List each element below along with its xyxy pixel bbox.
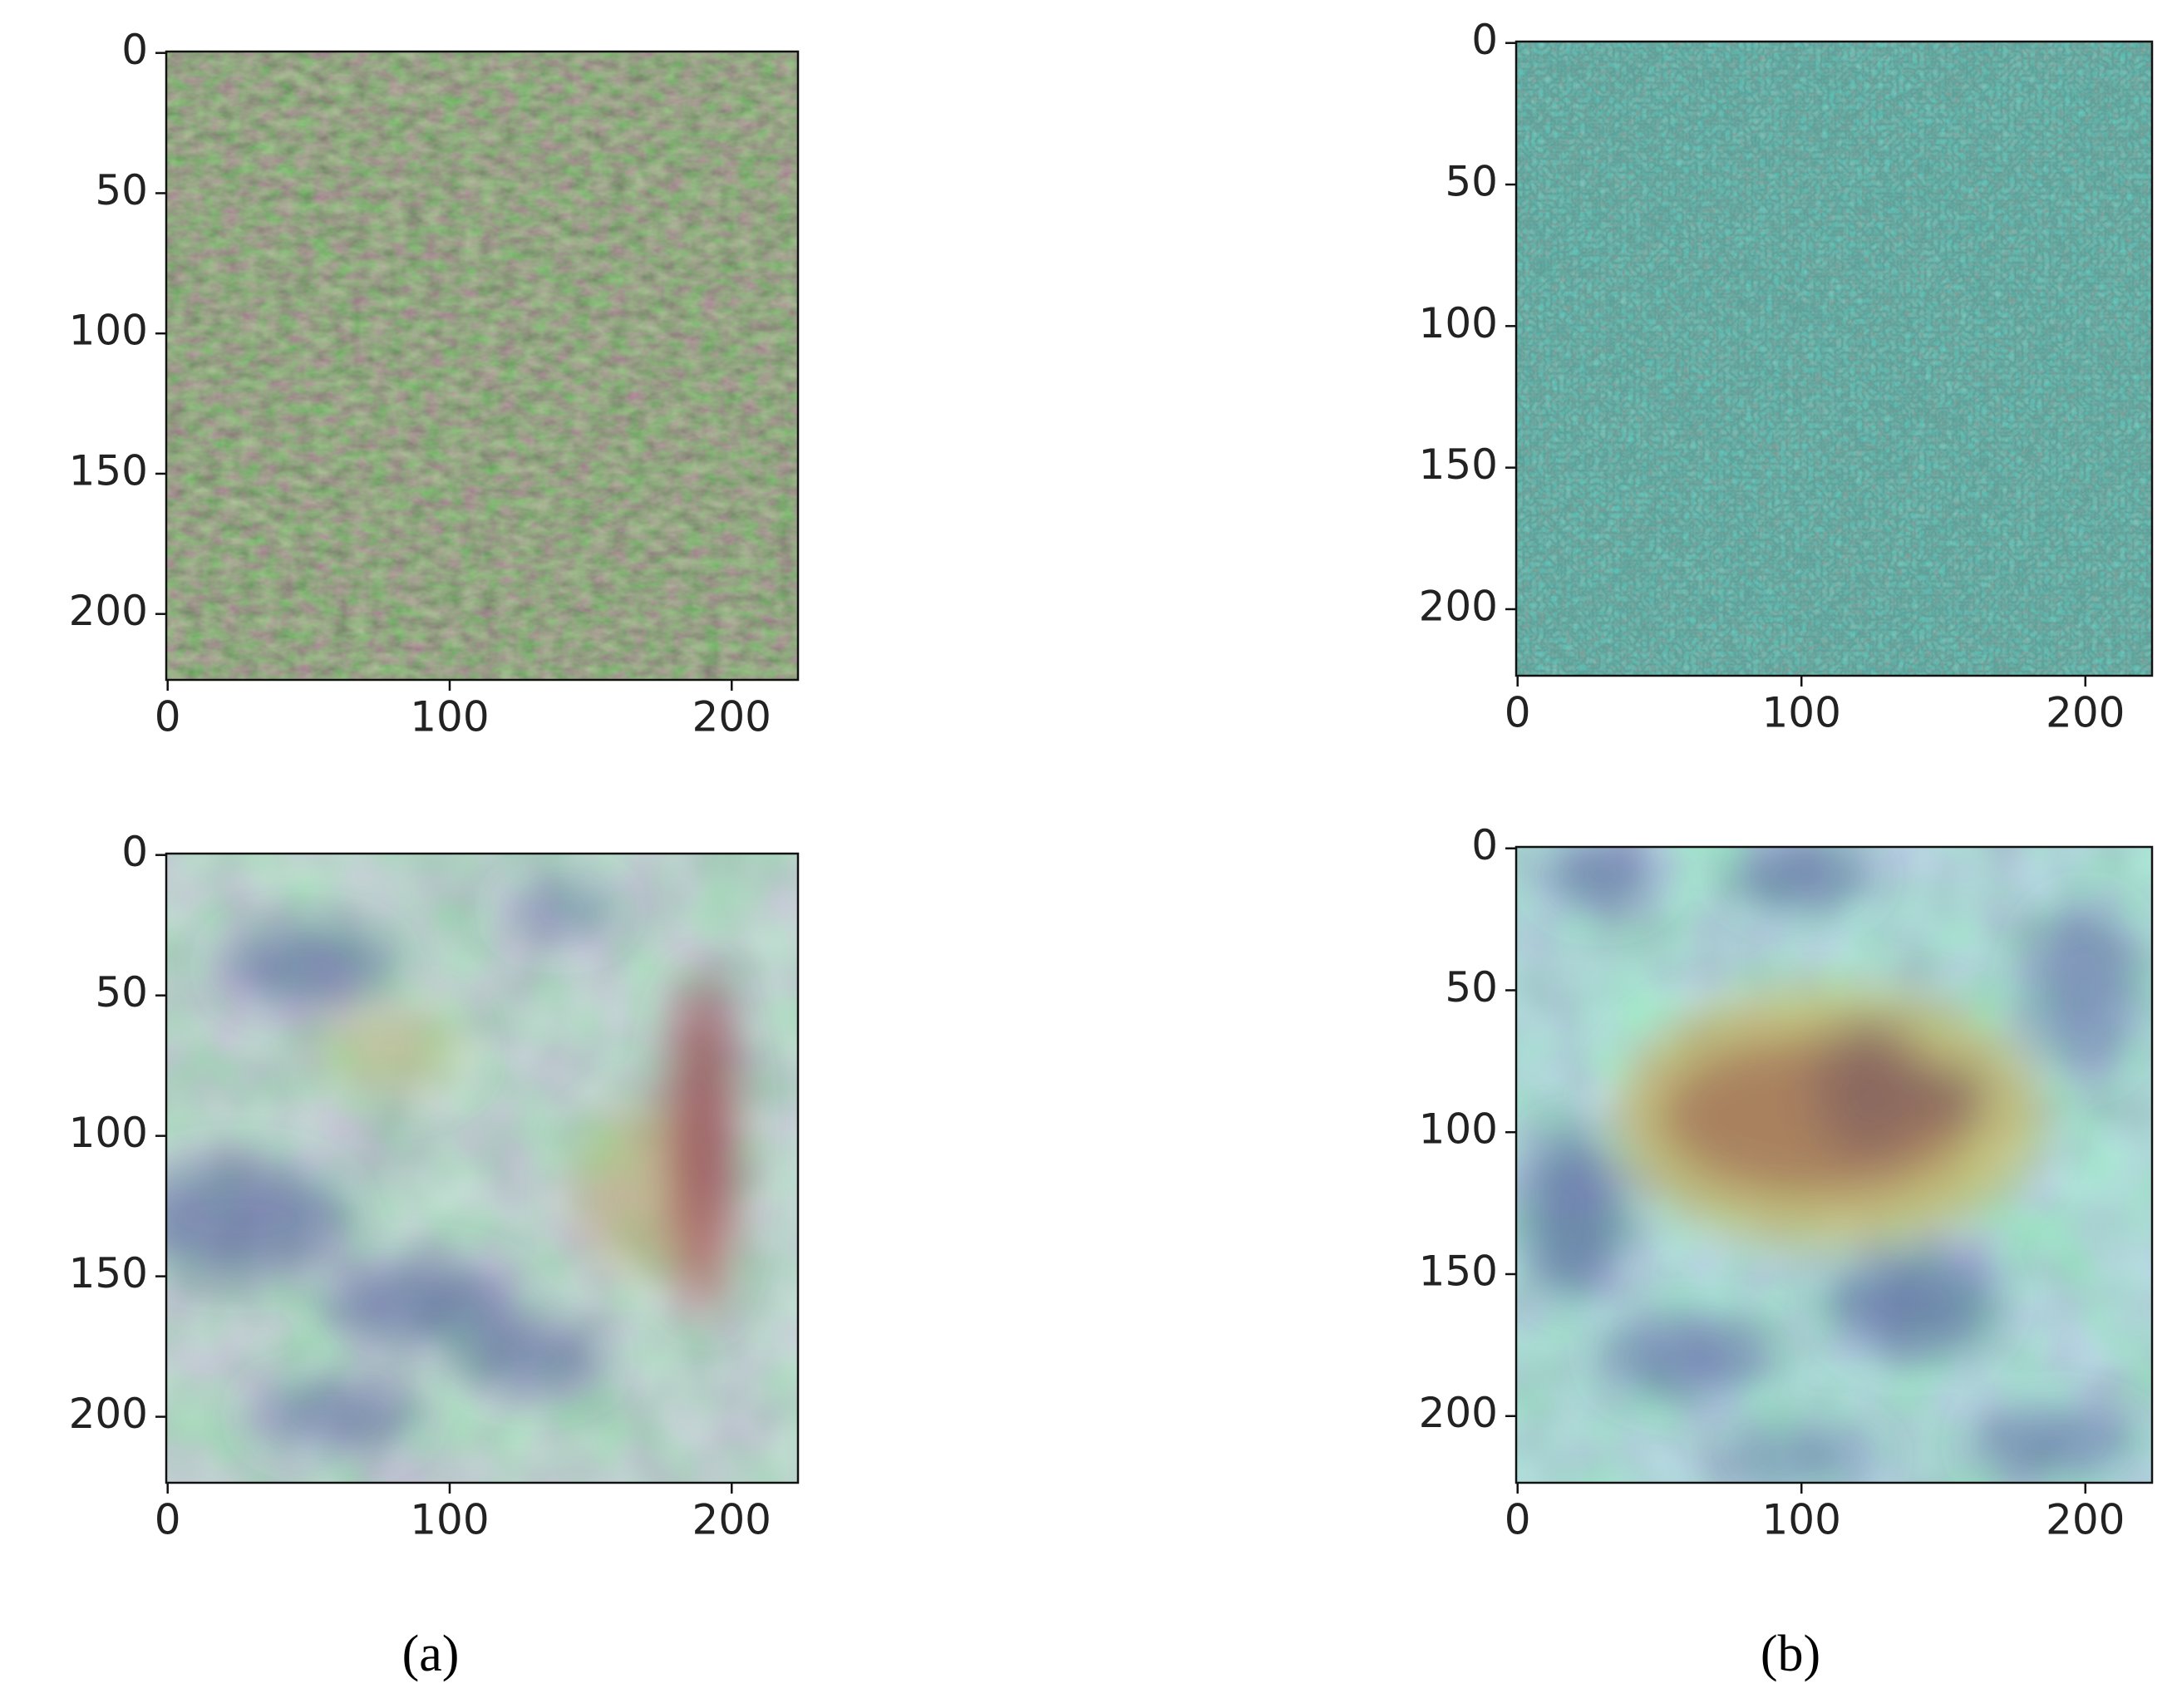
image-panel: 0 100 200 0 50 100 150 200 (69, 26, 800, 741)
heat-blob (1521, 1130, 1624, 1302)
x-tick-label: 200 (692, 1496, 771, 1544)
y-tick-label: 50 (95, 968, 148, 1016)
image-panel: 0 100 200 0 50 100 150 200 (1419, 821, 2154, 1544)
x-tick-label: 100 (410, 693, 489, 741)
y-tick-label: 50 (1445, 158, 1498, 206)
heat-blob (1828, 1244, 1999, 1358)
heat-blob (505, 881, 618, 938)
y-tick-label: 200 (1419, 1389, 1498, 1437)
y-tick-label: 0 (121, 828, 148, 876)
y-tick-label: 200 (69, 1390, 148, 1438)
y-tick-label: 100 (1419, 299, 1498, 347)
y-tick-label: 0 (121, 26, 148, 74)
image (166, 52, 798, 680)
heat-blob (1601, 1315, 1772, 1400)
heat-blob (321, 1261, 520, 1346)
x-tick-label: 0 (155, 693, 181, 741)
image-panel: 0 100 200 0 50 100 150 200 (1419, 16, 2154, 737)
axes-frame (1515, 845, 2154, 1484)
heat-blob (166, 1162, 350, 1275)
axes-frame (165, 50, 800, 682)
image-panel: 0 100 200 0 50 100 150 200 (69, 828, 800, 1544)
caption: (a) (402, 1626, 460, 1682)
axes-frame (1515, 40, 2154, 677)
y-tick-label: 100 (1419, 1105, 1498, 1154)
x-tick-label: 0 (155, 1496, 181, 1544)
axes-frame (165, 852, 800, 1484)
heatmap (1521, 847, 2141, 1483)
x-tick-label: 100 (410, 1496, 489, 1544)
heat-blob (1715, 1429, 1885, 1483)
heat-blob (321, 1007, 463, 1093)
y-tick-label: 150 (69, 1249, 148, 1297)
image (1516, 847, 2152, 1483)
x-tick-label: 200 (692, 693, 771, 741)
y-tick-label: 200 (1419, 582, 1498, 630)
x-tick-label: 100 (1762, 689, 1841, 737)
heat-blob (250, 1381, 421, 1450)
y-tick-label: 100 (69, 1109, 148, 1157)
y-tick-label: 0 (1471, 821, 1498, 869)
y-tick-label: 100 (69, 307, 148, 355)
heat-blob (222, 926, 392, 1006)
y-tick-label: 150 (1419, 441, 1498, 489)
heatmap (166, 881, 736, 1450)
x-tick-label: 0 (1505, 1496, 1531, 1544)
y-tick-label: 50 (1445, 963, 1498, 1012)
image-texture (1516, 42, 2152, 676)
caption: (b) (1761, 1626, 1820, 1682)
y-tick-label: 200 (69, 587, 148, 635)
heat-blob (1922, 1062, 1991, 1131)
y-tick-label: 50 (95, 166, 148, 214)
y-tick-label: 150 (69, 446, 148, 495)
x-tick-label: 0 (1505, 689, 1531, 737)
heat-blob (1544, 847, 1658, 910)
x-tick-label: 200 (2046, 1496, 2125, 1544)
heat-blob (2027, 903, 2141, 1075)
heat-blob (1729, 847, 1871, 910)
y-tick-label: 0 (1471, 16, 1498, 64)
heat-blob (462, 1325, 603, 1393)
heat-blob (682, 966, 728, 1248)
image-texture (166, 52, 798, 680)
heat-blob (1970, 1409, 2141, 1478)
image (166, 854, 798, 1483)
image (1516, 42, 2152, 676)
y-tick-label: 150 (1419, 1247, 1498, 1295)
x-tick-label: 200 (2046, 689, 2125, 737)
heat-blob (1814, 1016, 1928, 1159)
heat-blob (1657, 1036, 1971, 1197)
x-tick-label: 100 (1762, 1496, 1841, 1544)
